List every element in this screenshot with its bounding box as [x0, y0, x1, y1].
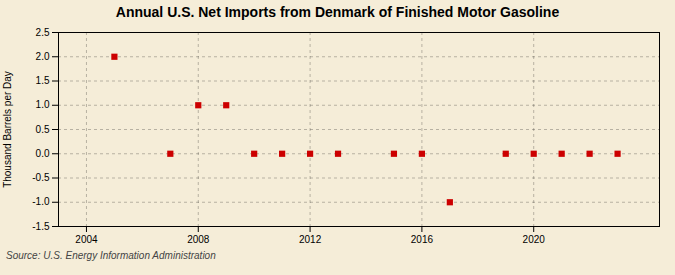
svg-text:-0.5: -0.5 — [32, 172, 50, 183]
html-text:Annual U.S. Net Imports from D: Annual U.S. Net Imports from Denmark of … — [115, 4, 560, 20]
svg-text:-1.5: -1.5 — [32, 221, 50, 232]
svg-text:0.5: 0.5 — [36, 124, 50, 135]
svg-text:0.0: 0.0 — [36, 148, 50, 159]
svg-text:2016: 2016 — [411, 234, 434, 245]
svg-text:2004: 2004 — [75, 234, 98, 245]
svg-text:1.0: 1.0 — [36, 99, 50, 110]
svg-text:2.0: 2.0 — [36, 51, 50, 62]
svg-text:-1.0: -1.0 — [32, 196, 50, 207]
svg-text:2008: 2008 — [187, 234, 210, 245]
svg-text:1.5: 1.5 — [36, 75, 50, 86]
svg-text:Thousand Barrels per Day: Thousand Barrels per Day — [2, 71, 13, 188]
html-text:Source: U.S. Energy Informatio: Source: U.S. Energy Information Administ… — [6, 250, 216, 261]
svg-text:2.5: 2.5 — [36, 27, 50, 38]
svg-text:2012: 2012 — [299, 234, 322, 245]
svg-text:2020: 2020 — [523, 234, 546, 245]
